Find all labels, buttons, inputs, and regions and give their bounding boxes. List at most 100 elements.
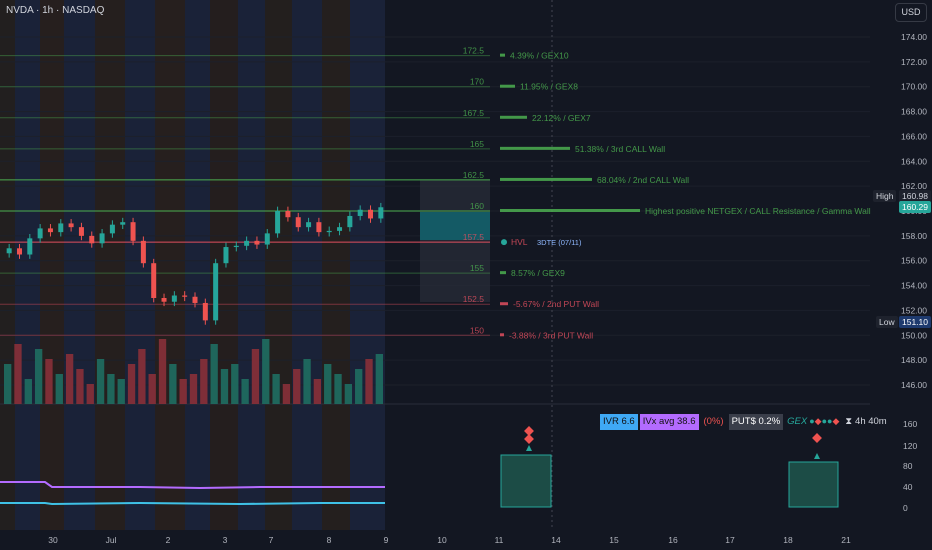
candle-body (6, 248, 12, 254)
volume-bar (24, 379, 32, 404)
ivr-badge: IVR 6.6 (600, 414, 638, 430)
level-strike: 167.5 (463, 108, 485, 118)
time-tick: 15 (609, 535, 619, 545)
session-band (238, 0, 265, 530)
lower-indicator (0, 426, 839, 508)
level-label: 22.12% / GEX7 (532, 113, 591, 123)
candle-body (223, 247, 229, 264)
ivx-badge: IVx avg 38.6 (639, 414, 699, 430)
time-tick: 10 (437, 535, 447, 545)
time-tick: 11 (495, 535, 504, 545)
time-axis[interactable]: 30 Jul 2 3 7 8 9 10 11 14 15 16 17 18 21 (48, 535, 851, 545)
currency-button[interactable]: USD (895, 3, 927, 22)
price-tick: 166.00 (901, 131, 927, 141)
price-axis[interactable]: 174.00 172.00 170.00 168.00 166.00 164.00 162.… (901, 32, 927, 513)
session-band (95, 0, 125, 530)
gex-bar (500, 84, 515, 88)
price-tick: 154.00 (901, 281, 927, 291)
candle-body (99, 233, 105, 244)
price-tick: 172.00 (901, 57, 927, 67)
volume-bar (127, 364, 136, 404)
candle-body (368, 209, 374, 219)
session-band (155, 0, 185, 530)
candle-body (337, 227, 343, 231)
session-band (350, 0, 385, 530)
time-tick: 14 (551, 535, 561, 545)
hvl-dte: 3DTE (07/11) (537, 238, 582, 247)
price-tick: 146.00 (901, 380, 927, 390)
volume-bar (210, 344, 218, 404)
volume-bar (344, 384, 353, 404)
candle-body (182, 295, 188, 297)
volume-bar (34, 349, 43, 404)
candle-body (27, 238, 33, 255)
volume-bar (158, 339, 167, 404)
time-tick: 2 (166, 535, 171, 545)
timer-label: 4h 40m (855, 416, 887, 427)
level-strike: 155 (470, 263, 484, 273)
candle-body (192, 296, 198, 303)
volume-bar (189, 374, 198, 404)
volume-bar (138, 349, 146, 404)
putc-badge: PUT$ 0.2% (728, 414, 784, 430)
volume-bar (251, 349, 260, 404)
level-label: 51.38% / 3rd CALL Wall (575, 144, 665, 154)
gex-bar (500, 146, 570, 150)
candle-body (316, 222, 322, 233)
candle-body (130, 222, 136, 241)
put-marker (524, 426, 534, 436)
candle-body (78, 227, 84, 236)
candle-body (89, 235, 95, 244)
symbol-title[interactable]: NVDA · 1h · NASDAQ (6, 5, 105, 16)
candle-body (244, 240, 250, 246)
candle-body (347, 215, 353, 228)
volume-bar (14, 344, 22, 404)
candle-body (37, 228, 43, 239)
hourglass-icon: ⧗ (845, 416, 853, 427)
candle-body (378, 207, 384, 219)
volume-bar (86, 384, 94, 404)
session-band (185, 0, 210, 530)
price-tick: 174.00 (901, 32, 927, 42)
grid-lines (0, 0, 870, 530)
level-label: 4.39% / GEX10 (510, 51, 569, 61)
level-label: 68.04% / 2nd CALL Wall (597, 175, 689, 185)
ivx-change: (0%) (703, 416, 724, 427)
volume-bar (169, 364, 177, 404)
gex-bar (500, 271, 506, 275)
low-value: 151.10 (899, 316, 931, 328)
price-tick: 156.00 (901, 256, 927, 266)
candle-body (202, 302, 208, 321)
candle-body (47, 228, 53, 233)
level-strike: 157.5 (463, 232, 485, 242)
hv-line (0, 501, 385, 506)
volume-bar (282, 384, 291, 404)
stats-bar: IVR 6.6 IVx avg 38.6 (0%) PUT$ 0.2% GEX ●◆●●◆… (600, 413, 887, 430)
session-band (292, 0, 322, 530)
price-tick: 150.00 (901, 330, 927, 340)
gex-bar (500, 53, 505, 57)
session-band (0, 0, 15, 530)
volume-bar (365, 359, 373, 404)
session-band (265, 0, 292, 530)
time-tick: 7 (269, 535, 274, 545)
indicator-tick: 160 (903, 419, 917, 429)
gex-bar (500, 115, 527, 119)
signal-box (500, 454, 552, 508)
last-price-label: 160.29 (899, 201, 931, 213)
price-tick: 162.00 (901, 181, 927, 191)
volume-bar (148, 374, 156, 404)
level-strike: 172.5 (463, 46, 485, 56)
time-tick: 3 (223, 535, 228, 545)
volume-bar (117, 379, 125, 404)
candle-body (140, 240, 146, 264)
candle-body (68, 223, 74, 228)
time-tick: 8 (327, 535, 332, 545)
volume-bars (4, 339, 383, 404)
price-candles (6, 202, 384, 325)
volume-bar (55, 374, 63, 404)
volume-bar (179, 379, 187, 404)
time-tick: 21 (841, 535, 851, 545)
iv-line (0, 481, 385, 490)
